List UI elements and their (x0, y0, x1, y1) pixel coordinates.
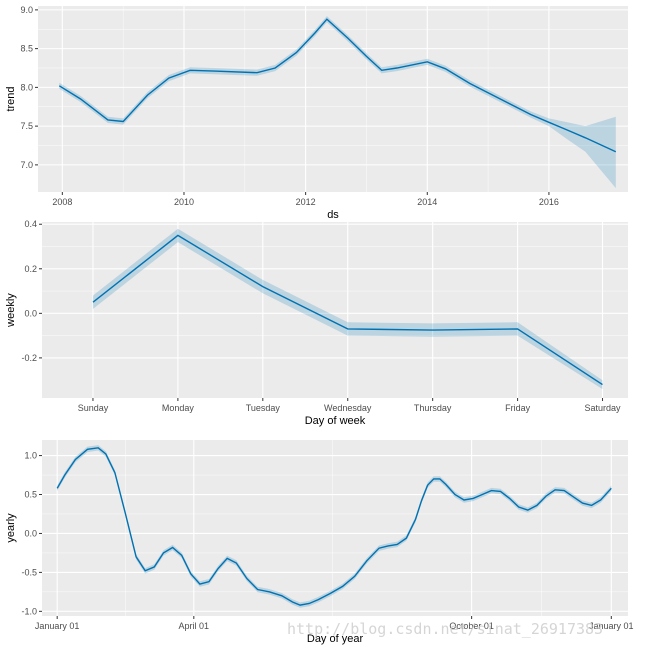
plot-background (38, 6, 628, 192)
y-tick-label: 0.2 (24, 264, 37, 274)
x-tick-label: Thursday (414, 403, 452, 413)
y-axis-title: trend (5, 86, 17, 111)
y-axis-title: yearly (5, 513, 17, 543)
y-tick-label: -1.0 (21, 606, 37, 616)
y-tick-label: 0.0 (24, 528, 37, 538)
y-tick-label: 0.0 (24, 308, 37, 318)
y-tick-label: -0.5 (21, 567, 37, 577)
y-tick-label: 0.5 (24, 490, 37, 500)
x-tick-label: 2010 (174, 197, 194, 207)
y-tick-label: 8.0 (20, 82, 33, 92)
x-tick-label: Friday (505, 403, 531, 413)
uncertainty-band (59, 16, 616, 189)
y-tick-label: 7.0 (20, 160, 33, 170)
y-tick-label: -0.2 (21, 353, 37, 363)
x-tick-label: Monday (162, 403, 195, 413)
y-tick-label: 9.0 (20, 5, 33, 15)
y-axis-title: weekly (5, 293, 17, 328)
x-axis-title: Day of year (307, 633, 364, 645)
x-tick-label: April 01 (179, 621, 210, 631)
series-line (58, 18, 617, 153)
x-tick-label: January 01 (35, 621, 80, 631)
y-tick-label: 7.5 (20, 121, 33, 131)
x-tick-label: January 01 (589, 621, 634, 631)
chart-panel-1: 7.0 7.5 8.0 8.5 9.0 2008 2010 2012 2014 2016 ds tre… (5, 5, 628, 221)
plot-background (42, 440, 628, 616)
x-tick-label: 2008 (52, 197, 72, 207)
chart-panel-2: -0.2 0.0 0.2 0.4 Sunday Monday Tuesday Wednesda… (5, 219, 628, 427)
y-tick-label: 8.5 (20, 44, 33, 54)
x-tick-label: Tuesday (246, 403, 281, 413)
x-axis-title: ds (327, 209, 339, 221)
x-tick-label: October 01 (449, 621, 494, 631)
series-line (56, 447, 612, 606)
y-tick-label: 0.4 (24, 219, 37, 229)
x-tick-label: 2014 (417, 197, 437, 207)
series-line (92, 234, 603, 386)
plot-background (42, 222, 628, 398)
x-tick-label: Saturday (585, 403, 622, 413)
watermark-text: http://blog.csdn.net/sinat_26917383 (287, 620, 603, 638)
chart-panel-3: -1.0 -0.5 0.0 0.5 1.0 January 01 April 01 Octob… (5, 440, 634, 645)
y-tick-label: 1.0 (24, 451, 37, 461)
x-axis-title: Day of week (305, 415, 366, 427)
x-tick-label: Wednesday (324, 403, 372, 413)
x-tick-label: 2012 (296, 197, 316, 207)
x-tick-label: Sunday (78, 403, 109, 413)
x-tick-label: 2016 (539, 197, 559, 207)
